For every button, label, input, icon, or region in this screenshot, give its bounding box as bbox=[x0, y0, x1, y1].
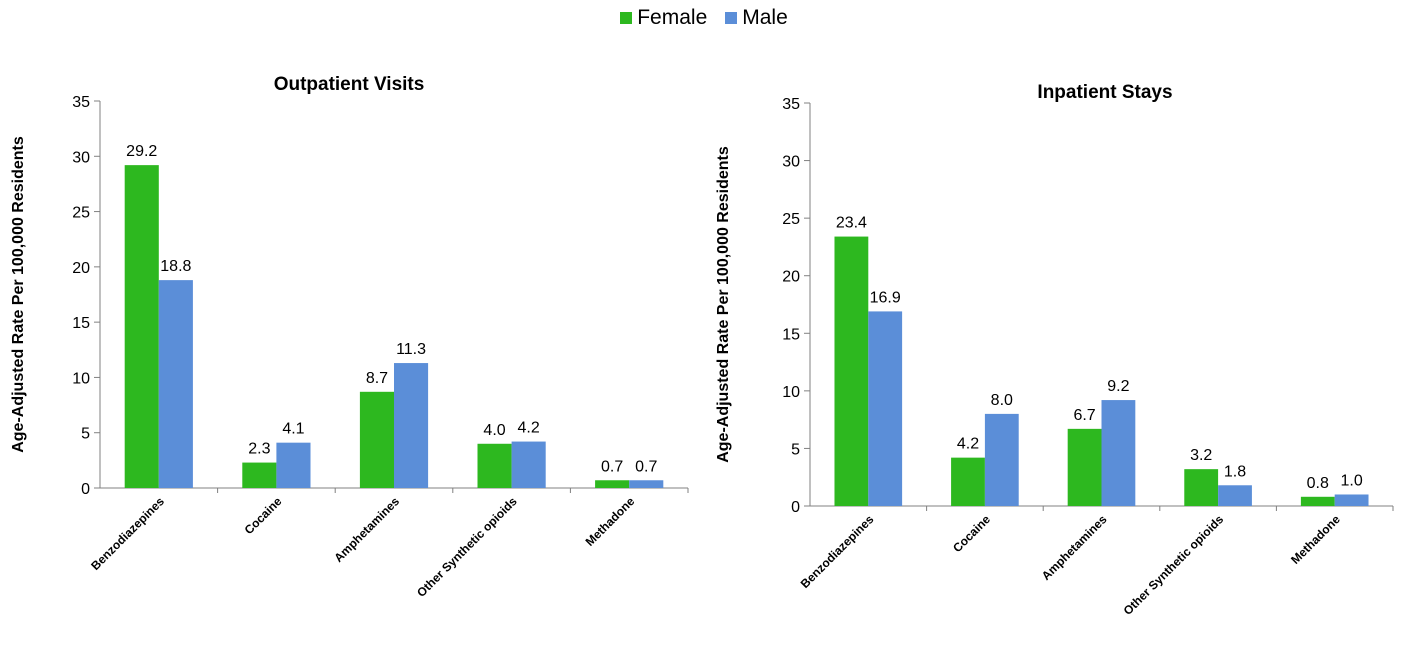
y-tick-label: 0 bbox=[81, 481, 90, 498]
bar-female-cocaine bbox=[242, 462, 277, 488]
data-label-male: 4.2 bbox=[518, 420, 540, 437]
y-tick-label: 30 bbox=[782, 154, 800, 171]
x-category-label: Amphetamines bbox=[331, 494, 402, 565]
y-axis-label: Age-Adjusted Rate Per 100,000 Residents bbox=[10, 136, 27, 453]
bar-male-cocaine bbox=[984, 413, 1019, 506]
x-category-label: Other Synthetic opioids bbox=[1121, 512, 1227, 618]
data-label-male: 9.2 bbox=[1107, 378, 1129, 395]
y-tick-label: 0 bbox=[791, 499, 800, 516]
bar-female-amphetamines bbox=[359, 391, 394, 488]
y-tick-label: 25 bbox=[72, 205, 90, 222]
data-label-male: 1.8 bbox=[1224, 463, 1246, 480]
y-tick-label: 30 bbox=[72, 149, 90, 166]
bar-male-methadone bbox=[629, 480, 664, 488]
data-label-male: 0.7 bbox=[635, 458, 657, 475]
data-label-male: 8.0 bbox=[991, 392, 1013, 409]
data-label-male: 1.0 bbox=[1340, 472, 1362, 489]
bar-male-amphetamines bbox=[394, 363, 429, 488]
y-tick-label: 25 bbox=[782, 211, 800, 228]
y-tick-label: 35 bbox=[72, 94, 90, 111]
bar-male-other-synthetic-opioids bbox=[1218, 485, 1252, 506]
data-label-female: 23.4 bbox=[836, 215, 867, 232]
data-label-female: 8.7 bbox=[366, 370, 388, 387]
y-tick-label: 35 bbox=[782, 96, 800, 113]
bar-female-other-synthetic-opioids bbox=[477, 443, 512, 488]
legend-item-male: Male bbox=[725, 6, 788, 30]
x-category-label: Methadone bbox=[1288, 512, 1343, 567]
data-label-female: 4.2 bbox=[957, 436, 979, 453]
bar-female-cocaine bbox=[951, 457, 985, 506]
bar-female-amphetamines bbox=[1067, 428, 1102, 506]
legend-swatch-male bbox=[725, 12, 738, 24]
y-axis-label: Age-Adjusted Rate Per 100,000 Residents bbox=[715, 146, 732, 463]
data-label-male: 16.9 bbox=[870, 289, 901, 306]
x-category-label: Benzodiazepines bbox=[798, 512, 877, 591]
legend-item-female: Female bbox=[620, 6, 707, 30]
y-tick-label: 20 bbox=[782, 269, 800, 286]
data-label-male: 11.3 bbox=[396, 341, 426, 358]
chart-legend: Female Male bbox=[0, 6, 1408, 30]
x-category-label: Cocaine bbox=[242, 494, 285, 537]
bar-male-amphetamines bbox=[1101, 400, 1136, 506]
y-tick-label: 5 bbox=[81, 426, 90, 443]
data-label-female: 3.2 bbox=[1190, 447, 1212, 464]
x-category-label: Methadone bbox=[583, 494, 638, 549]
bar-female-methadone bbox=[1300, 496, 1335, 506]
bar-male-other-synthetic-opioids bbox=[511, 441, 546, 488]
y-tick-label: 10 bbox=[72, 370, 90, 387]
chart-title: Outpatient Visits bbox=[274, 74, 425, 95]
data-label-female: 4.0 bbox=[483, 422, 505, 439]
x-category-label: Amphetamines bbox=[1039, 512, 1110, 583]
y-tick-label: 20 bbox=[72, 260, 90, 277]
data-label-female: 29.2 bbox=[126, 143, 157, 160]
y-tick-label: 15 bbox=[782, 326, 800, 343]
data-label-male: 4.1 bbox=[282, 421, 304, 438]
bar-female-methadone bbox=[595, 480, 630, 488]
inpatient-stays-chart: Inpatient Stays Age-Adjusted Rate Per 100… bbox=[715, 82, 1394, 618]
bar-male-benzodiazepines bbox=[868, 311, 903, 506]
data-label-female: 0.8 bbox=[1307, 475, 1329, 492]
bar-male-methadone bbox=[1334, 494, 1369, 506]
data-label-female: 6.7 bbox=[1073, 407, 1095, 424]
outpatient-visits-chart: Outpatient Visits Age-Adjusted Rate Per 1… bbox=[10, 74, 689, 600]
legend-label-female: Female bbox=[637, 6, 708, 29]
y-tick-label: 5 bbox=[791, 441, 800, 458]
data-label-male: 18.8 bbox=[160, 258, 191, 275]
x-category-label: Benzodiazepines bbox=[88, 494, 167, 573]
chart-title: Inpatient Stays bbox=[1037, 82, 1172, 103]
legend-swatch-female bbox=[620, 12, 633, 24]
bar-male-cocaine bbox=[276, 442, 311, 488]
bar-male-benzodiazepines bbox=[158, 280, 193, 488]
bar-female-other-synthetic-opioids bbox=[1184, 469, 1219, 506]
x-category-label: Cocaine bbox=[950, 512, 993, 555]
data-label-female: 2.3 bbox=[248, 441, 270, 458]
data-label-female: 0.7 bbox=[601, 458, 623, 475]
x-category-label: Other Synthetic opioids bbox=[414, 494, 520, 600]
bar-female-benzodiazepines bbox=[124, 165, 159, 489]
y-tick-label: 15 bbox=[72, 315, 90, 332]
bar-female-benzodiazepines bbox=[834, 236, 869, 506]
y-tick-label: 10 bbox=[782, 384, 800, 401]
legend-label-male: Male bbox=[742, 6, 788, 29]
